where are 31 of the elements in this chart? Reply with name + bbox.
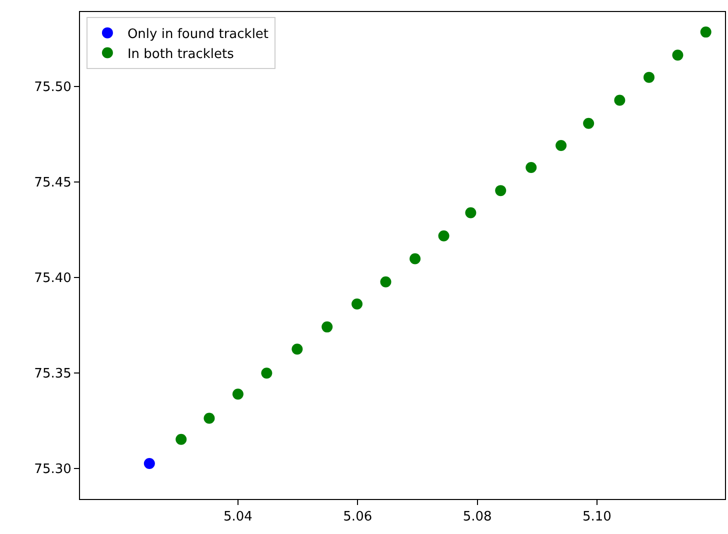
x-tick-label: 5.10	[582, 510, 612, 525]
y-tick-label: 75.50	[34, 80, 72, 96]
legend-label: In both tracklets	[127, 46, 234, 62]
y-tick-label: 75.30	[34, 462, 72, 477]
point	[700, 26, 712, 38]
point	[438, 230, 450, 242]
point	[465, 207, 476, 218]
point	[176, 434, 187, 445]
x-tick-label: 5.04	[223, 510, 252, 525]
point	[410, 253, 421, 264]
point	[495, 185, 506, 196]
point	[526, 162, 537, 173]
point	[322, 321, 333, 332]
point	[380, 276, 392, 288]
point	[583, 118, 594, 129]
point	[261, 368, 272, 379]
y-tick-label: 75.40	[34, 271, 72, 286]
point	[352, 298, 363, 310]
y-tick-label: 75.45	[34, 176, 72, 191]
point	[144, 458, 155, 469]
point	[614, 94, 626, 106]
point	[672, 50, 684, 61]
y-tick-label: 75.35	[34, 366, 72, 382]
x-tick-label: 5.08	[462, 510, 492, 525]
point	[644, 72, 655, 83]
point	[556, 140, 567, 151]
point	[232, 388, 244, 400]
point	[292, 344, 303, 355]
x-tick-label: 5.06	[343, 510, 372, 525]
point	[204, 412, 215, 424]
legend-label: Only in found tracklet	[127, 26, 269, 42]
